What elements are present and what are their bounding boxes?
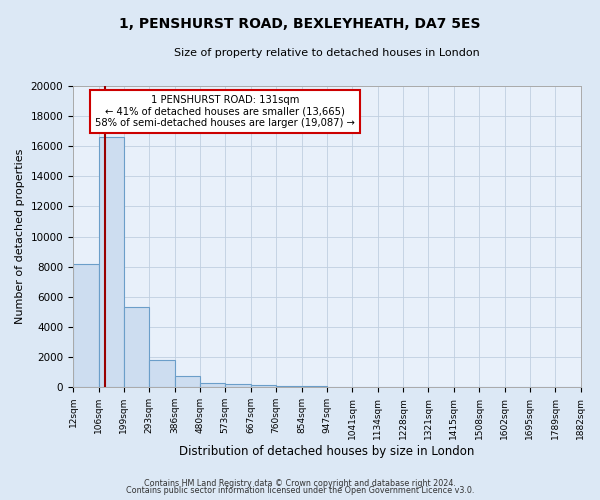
Bar [225,384,251,387]
Bar [302,386,327,387]
Text: 1, PENSHURST ROAD, BEXLEYHEATH, DA7 5ES: 1, PENSHURST ROAD, BEXLEYHEATH, DA7 5ES [119,18,481,32]
Bar [149,360,175,387]
Text: Contains public sector information licensed under the Open Government Licence v3: Contains public sector information licen… [126,486,474,495]
Bar [251,385,276,387]
Text: Contains HM Land Registry data © Crown copyright and database right 2024.: Contains HM Land Registry data © Crown c… [144,478,456,488]
Bar [124,308,149,387]
X-axis label: Distribution of detached houses by size in London: Distribution of detached houses by size … [179,444,475,458]
Y-axis label: Number of detached properties: Number of detached properties [15,149,25,324]
Text: 1 PENSHURST ROAD: 131sqm
← 41% of detached houses are smaller (13,665)
58% of se: 1 PENSHURST ROAD: 131sqm ← 41% of detach… [95,95,355,128]
Bar [200,382,225,387]
Title: Size of property relative to detached houses in London: Size of property relative to detached ho… [174,48,479,58]
Bar [175,376,200,387]
Bar [276,386,302,387]
Bar [98,137,124,387]
Bar [73,264,98,387]
